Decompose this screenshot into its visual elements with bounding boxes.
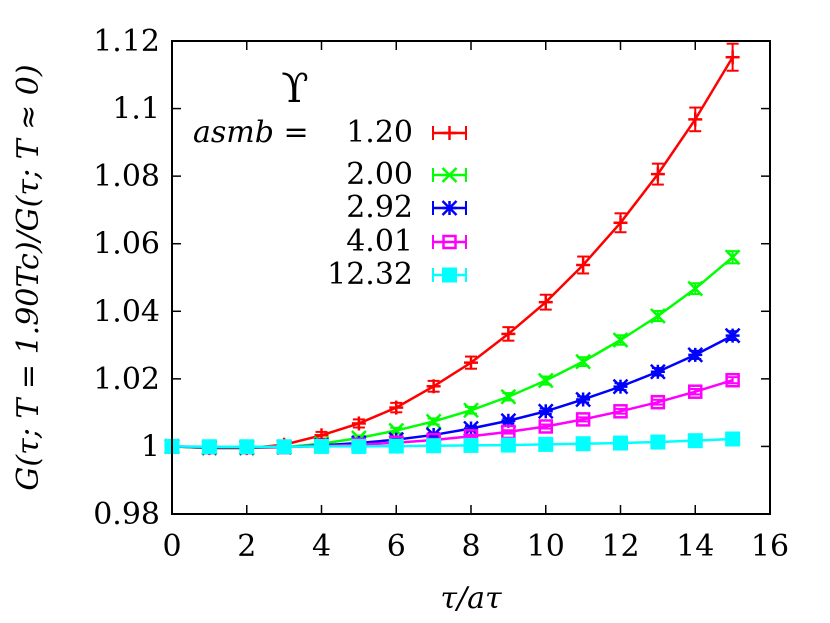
data-point bbox=[613, 435, 628, 451]
data-point bbox=[500, 437, 516, 453]
y-tick-label: 1 bbox=[141, 429, 160, 464]
legend-heading: asmb = bbox=[193, 115, 309, 150]
data-point bbox=[501, 326, 516, 342]
data-point bbox=[276, 439, 292, 455]
data-point bbox=[650, 434, 666, 450]
y-tick-label: 1.1 bbox=[112, 92, 160, 127]
data-point bbox=[537, 403, 554, 420]
data-point bbox=[575, 436, 591, 452]
series-line bbox=[171, 334, 734, 449]
legend-entry: 2.00 bbox=[346, 157, 467, 192]
series-line bbox=[171, 379, 733, 449]
legend-marker bbox=[441, 200, 458, 216]
legend-marker bbox=[442, 234, 457, 250]
y-tick-label: 1.04 bbox=[93, 294, 160, 329]
data-point bbox=[687, 280, 704, 297]
data-point bbox=[576, 255, 591, 275]
data-point bbox=[650, 394, 666, 410]
x-tick-label: 4 bbox=[312, 529, 331, 564]
x-axis-label: τ/aτ bbox=[440, 581, 502, 616]
data-point bbox=[612, 332, 629, 348]
data-point bbox=[538, 293, 553, 311]
legend-label: 2.00 bbox=[346, 157, 413, 192]
x-tick-label: 14 bbox=[676, 529, 714, 564]
data-point bbox=[687, 346, 704, 363]
legend-marker bbox=[442, 267, 457, 283]
y-tick-label: 0.98 bbox=[93, 497, 160, 532]
legend-upsilon-symbol: ϒ bbox=[281, 66, 308, 112]
legend-label: 12.32 bbox=[327, 257, 413, 292]
data-point bbox=[351, 416, 366, 431]
data-point bbox=[464, 355, 478, 370]
data-point bbox=[575, 391, 592, 408]
legend-entry: 2.92 bbox=[346, 190, 467, 225]
data-point bbox=[725, 431, 741, 447]
y-axis-label: G(τ; T = 1.90Tc)/G(τ; T ≈ 0) bbox=[11, 64, 46, 490]
data-point bbox=[725, 372, 740, 388]
y-tick-label: 1.02 bbox=[93, 362, 160, 397]
data-point bbox=[351, 438, 367, 454]
data-point bbox=[575, 353, 592, 370]
tick-labels: 0 2 4 6 8 10 12 14 16 0.98 1 1.02 1.04 1.06 1.08 1.1 1.1… bbox=[93, 24, 789, 564]
legend-entry: 1.20 bbox=[346, 115, 467, 150]
data-point bbox=[575, 412, 591, 427]
data-point bbox=[463, 402, 479, 419]
series-line bbox=[171, 437, 733, 449]
data-point bbox=[725, 42, 740, 72]
data-point bbox=[649, 308, 666, 324]
y-tick-label: 1.06 bbox=[93, 227, 160, 262]
legend-entry: 12.32 bbox=[327, 257, 467, 292]
legend-label: 4.01 bbox=[346, 224, 413, 259]
data-point bbox=[724, 249, 741, 266]
data-point bbox=[687, 433, 703, 449]
data-point bbox=[201, 439, 217, 455]
data-point bbox=[314, 438, 329, 454]
data-point bbox=[613, 404, 628, 419]
data-point bbox=[612, 378, 629, 395]
data-point bbox=[649, 363, 666, 380]
legend-marker bbox=[441, 167, 458, 183]
x-tick-label: 10 bbox=[527, 529, 565, 564]
data-point bbox=[538, 436, 554, 452]
data-point bbox=[538, 419, 553, 434]
data-point bbox=[426, 438, 442, 454]
data-point bbox=[426, 379, 441, 394]
legend-label: 1.20 bbox=[346, 115, 413, 150]
data-point bbox=[688, 106, 703, 133]
x-tick-label: 16 bbox=[751, 529, 789, 564]
legend-label: 2.92 bbox=[346, 190, 413, 225]
series-12.32 bbox=[164, 431, 741, 455]
x-tick-label: 8 bbox=[461, 529, 480, 564]
x-tick-label: 0 bbox=[162, 529, 181, 564]
data-point bbox=[463, 437, 479, 453]
data-point bbox=[425, 413, 442, 430]
data-point bbox=[724, 327, 741, 344]
legend-marker bbox=[442, 126, 457, 140]
series-layer bbox=[164, 42, 741, 457]
data-point bbox=[688, 384, 703, 399]
legend-entry: 4.01 bbox=[346, 224, 467, 259]
x-tick-label: 6 bbox=[387, 529, 406, 564]
data-point bbox=[239, 439, 255, 455]
y-tick-label: 1.08 bbox=[93, 159, 160, 194]
data-point bbox=[537, 372, 554, 389]
data-point bbox=[650, 162, 665, 186]
series-1.20 bbox=[165, 42, 740, 456]
data-point bbox=[389, 400, 404, 415]
x-tick-label: 2 bbox=[237, 529, 256, 564]
y-tick-label: 1.12 bbox=[93, 24, 160, 59]
plot-frame bbox=[171, 40, 771, 515]
data-point bbox=[388, 438, 404, 454]
data-point bbox=[500, 388, 517, 405]
data-point bbox=[613, 212, 628, 234]
x-tick-label: 12 bbox=[601, 529, 639, 564]
series-line bbox=[171, 256, 734, 450]
